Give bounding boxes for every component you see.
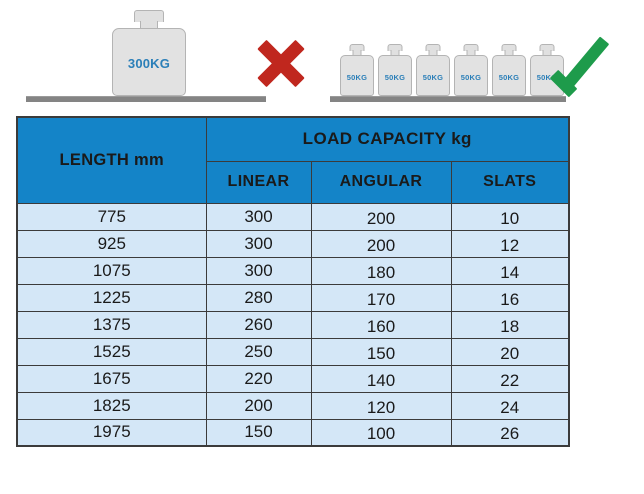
cell-slats: 20 xyxy=(450,337,570,366)
cell-linear: 150 xyxy=(205,418,312,447)
weight-label-300kg: 300KG xyxy=(127,55,171,71)
cell-length: 1225 xyxy=(16,283,207,312)
cell-angular: 140 xyxy=(310,364,452,393)
load-capacity-table: LENGTH mm LOAD CAPACITY kg LINEAR ANGULA… xyxy=(16,116,571,447)
column-header-load-capacity: LOAD CAPACITY kg xyxy=(205,116,570,162)
cell-linear: 250 xyxy=(205,337,312,366)
cell-length: 925 xyxy=(16,229,207,258)
weight-neck-icon xyxy=(466,50,476,56)
cell-length: 1675 xyxy=(16,364,207,393)
weight-neck-icon xyxy=(390,50,400,56)
weight-body: 50KG xyxy=(454,55,488,96)
load-capacity-table-wrapper: LENGTH mm LOAD CAPACITY kg LINEAR ANGULA… xyxy=(16,116,571,447)
cell-slats: 12 xyxy=(450,229,570,258)
weight-handle-icon xyxy=(387,44,403,51)
weight-label-50kg: 50KG xyxy=(536,73,558,82)
weight-handle-icon xyxy=(539,44,555,51)
column-header-slats: SLATS xyxy=(450,160,570,204)
weight-handle-icon xyxy=(425,44,441,51)
cell-angular: 200 xyxy=(310,229,452,258)
cell-angular: 180 xyxy=(310,256,452,285)
cell-length: 1975 xyxy=(16,418,207,447)
column-header-angular: ANGULAR xyxy=(310,160,452,204)
table-header-row-1: LENGTH mm LOAD CAPACITY kg xyxy=(16,116,570,204)
weight-neck-icon xyxy=(428,50,438,56)
cell-angular: 200 xyxy=(310,202,452,231)
shelf-bar-left xyxy=(26,96,266,102)
cell-linear: 220 xyxy=(205,364,312,393)
cell-linear: 260 xyxy=(205,310,312,339)
table-header: LENGTH mm LOAD CAPACITY kg LINEAR ANGULA… xyxy=(16,116,570,204)
weight-neck-icon xyxy=(140,21,158,31)
cell-length: 1375 xyxy=(16,310,207,339)
weight-body: 50KG xyxy=(416,55,450,96)
weight-50kg-3: 50KG xyxy=(416,44,450,96)
weight-body: 300KG xyxy=(112,28,186,96)
table-row: 1975 150 100 26 xyxy=(16,418,570,447)
load-distribution-illustration: 300KG 50KG 50KG 50KG xyxy=(0,0,644,112)
weight-label-50kg: 50KG xyxy=(422,73,444,82)
cell-angular: 170 xyxy=(310,283,452,312)
column-header-length: LENGTH mm xyxy=(16,116,207,204)
green-check-icon xyxy=(549,36,614,98)
table-body: 775 300 200 10 925 300 200 12 1075 300 1… xyxy=(16,202,570,447)
cell-linear: 280 xyxy=(205,283,312,312)
table-row: 1225 280 170 16 xyxy=(16,283,570,312)
column-header-linear: LINEAR xyxy=(205,160,312,204)
cell-length: 775 xyxy=(16,202,207,231)
weight-handle-icon xyxy=(349,44,365,51)
weight-neck-icon xyxy=(352,50,362,56)
cell-angular: 120 xyxy=(310,391,452,420)
weight-body: 50KG xyxy=(378,55,412,96)
weight-body: 50KG xyxy=(340,55,374,96)
weight-label-50kg: 50KG xyxy=(460,73,482,82)
shelf-bar-right xyxy=(330,96,566,102)
cell-length: 1825 xyxy=(16,391,207,420)
table-row: 1675 220 140 22 xyxy=(16,364,570,393)
cell-length: 1075 xyxy=(16,256,207,285)
cell-slats: 18 xyxy=(450,310,570,339)
cell-angular: 150 xyxy=(310,337,452,366)
weight-300kg: 300KG xyxy=(112,10,186,96)
cell-linear: 300 xyxy=(205,256,312,285)
weight-50kg-5: 50KG xyxy=(492,44,526,96)
weight-neck-icon xyxy=(542,50,552,56)
cell-angular: 160 xyxy=(310,310,452,339)
table-row: 775 300 200 10 xyxy=(16,202,570,231)
table-header-row-2: LINEAR ANGULAR SLATS xyxy=(17,160,570,204)
cell-angular: 100 xyxy=(310,418,452,447)
cell-slats: 10 xyxy=(450,202,570,231)
cell-linear: 300 xyxy=(205,229,312,258)
red-cross-icon xyxy=(254,36,308,90)
table-row: 1075 300 180 14 xyxy=(16,256,570,285)
weight-body: 50KG xyxy=(492,55,526,96)
weight-handle-icon xyxy=(501,44,517,51)
cell-slats: 24 xyxy=(450,391,570,420)
cell-slats: 26 xyxy=(450,418,570,447)
weight-label-50kg: 50KG xyxy=(346,73,368,82)
weight-label-50kg: 50KG xyxy=(384,73,406,82)
weight-50kg-4: 50KG xyxy=(454,44,488,96)
cell-length: 1525 xyxy=(16,337,207,366)
cell-linear: 200 xyxy=(205,391,312,420)
cell-slats: 22 xyxy=(450,364,570,393)
weight-50kg-1: 50KG xyxy=(340,44,374,96)
cell-slats: 16 xyxy=(450,283,570,312)
cell-slats: 14 xyxy=(450,256,570,285)
cell-linear: 300 xyxy=(205,202,312,231)
table-row: 1525 250 150 20 xyxy=(16,337,570,366)
weight-label-50kg: 50KG xyxy=(498,73,520,82)
weight-neck-icon xyxy=(504,50,514,56)
table-row: 925 300 200 12 xyxy=(16,229,570,258)
weight-handle-icon xyxy=(463,44,479,51)
table-row: 1375 260 160 18 xyxy=(16,310,570,339)
table-row: 1825 200 120 24 xyxy=(16,391,570,420)
weight-50kg-2: 50KG xyxy=(378,44,412,96)
weight-handle-icon xyxy=(134,10,164,22)
